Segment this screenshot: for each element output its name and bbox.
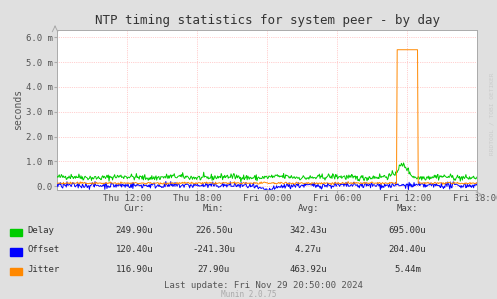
Text: -241.30u: -241.30u xyxy=(192,245,235,254)
Text: Jitter: Jitter xyxy=(27,265,60,274)
Text: 695.00u: 695.00u xyxy=(389,226,426,235)
Text: Last update: Fri Nov 29 20:50:00 2024: Last update: Fri Nov 29 20:50:00 2024 xyxy=(164,281,363,290)
Text: 204.40u: 204.40u xyxy=(389,245,426,254)
Text: 249.90u: 249.90u xyxy=(115,226,153,235)
Text: Min:: Min: xyxy=(203,204,225,213)
Title: NTP timing statistics for system peer - by day: NTP timing statistics for system peer - … xyxy=(94,14,440,27)
Text: 463.92u: 463.92u xyxy=(289,265,327,274)
Text: Delay: Delay xyxy=(27,226,54,235)
Text: 116.90u: 116.90u xyxy=(115,265,153,274)
Text: Avg:: Avg: xyxy=(297,204,319,213)
Text: Offset: Offset xyxy=(27,245,60,254)
Text: 5.44m: 5.44m xyxy=(394,265,421,274)
Text: 4.27u: 4.27u xyxy=(295,245,322,254)
Text: Munin 2.0.75: Munin 2.0.75 xyxy=(221,290,276,299)
Text: Max:: Max: xyxy=(397,204,418,213)
Text: 342.43u: 342.43u xyxy=(289,226,327,235)
Text: Cur:: Cur: xyxy=(123,204,145,213)
Text: RRDTOOL / TOBI OETIKER: RRDTOOL / TOBI OETIKER xyxy=(490,72,495,155)
Y-axis label: seconds: seconds xyxy=(13,89,23,130)
Text: 27.90u: 27.90u xyxy=(198,265,230,274)
Text: 226.50u: 226.50u xyxy=(195,226,233,235)
Text: 120.40u: 120.40u xyxy=(115,245,153,254)
